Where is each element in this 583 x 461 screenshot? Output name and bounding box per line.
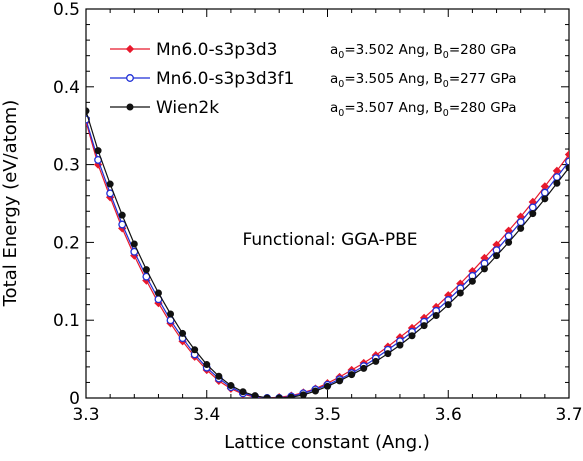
y-tick-label: 0.5 (53, 0, 80, 20)
data-point (396, 341, 404, 349)
x-tick-label: 3.3 (72, 405, 99, 425)
y-tick-label: 0.1 (53, 311, 80, 331)
data-point (480, 265, 488, 273)
data-point (553, 179, 561, 187)
y-tick-label: 0.3 (53, 156, 80, 176)
data-point (517, 224, 525, 232)
legend-item-1: Mn6.0-s3p3d3 a0=3.502 Ang, B0=280 GPa (110, 40, 516, 61)
series-3 (86, 107, 569, 398)
legend-fit-note: a0=3.502 Ang, B0=280 GPa (330, 42, 516, 61)
data-point (468, 277, 476, 285)
data-point (505, 238, 513, 246)
legend-fit-note: a0=3.507 Ang, B0=280 GPa (330, 100, 516, 119)
legend-marker (125, 44, 135, 54)
y-tick-label: 0.4 (53, 78, 80, 98)
functional-annotation: Functional: GGA-PBE (243, 230, 418, 250)
legend-marker (126, 103, 134, 111)
data-point (565, 157, 569, 166)
data-point (565, 164, 569, 172)
data-point (408, 332, 416, 340)
data-point (528, 203, 537, 212)
data-point (384, 350, 392, 358)
axis-ticks (85, 8, 570, 399)
y-axis-label: Total Energy (eV/atom) (0, 100, 21, 308)
data-point (564, 150, 569, 159)
plot-frame (85, 8, 570, 399)
data-point (118, 211, 126, 219)
data-point (432, 312, 440, 320)
legend-label: Mn6.0-s3p3d3 (156, 40, 278, 60)
legend-marker (126, 74, 134, 82)
data-point (106, 180, 114, 188)
data-point (541, 195, 549, 203)
data-point (311, 387, 319, 395)
data-point (191, 346, 199, 354)
x-tick-label: 3.5 (314, 405, 341, 425)
data-point (130, 240, 138, 248)
x-tick-label: 3.4 (193, 405, 220, 425)
data-point (516, 218, 525, 227)
data-point (493, 252, 501, 260)
data-point (504, 232, 513, 241)
y-tick-label: 0.2 (53, 233, 80, 253)
data-point (239, 388, 247, 396)
data-point (299, 391, 307, 398)
legend: Mn6.0-s3p3d3 a0=3.502 Ang, B0=280 GPaMn6.… (110, 40, 516, 119)
data-point (444, 301, 452, 309)
data-point (348, 371, 356, 379)
y-tick-label: 0 (69, 389, 80, 409)
data-point (287, 393, 295, 398)
data-point (275, 394, 283, 398)
series-layer (86, 107, 569, 398)
x-axis-label: Lattice constant (Ang.) (224, 432, 430, 453)
series-1 (86, 117, 569, 398)
data-point (456, 289, 464, 297)
data-point (154, 289, 162, 297)
data-point (86, 107, 90, 115)
data-point (263, 394, 271, 398)
x-tick-label: 3.7 (555, 405, 582, 425)
legend-item-3: Wien2k a0=3.507 Ang, B0=280 GPa (110, 98, 516, 119)
x-tick-label: 3.6 (435, 405, 462, 425)
data-point (323, 382, 331, 390)
data-point (360, 364, 368, 372)
series-line (86, 121, 569, 398)
data-point (215, 372, 223, 380)
series-2 (86, 115, 569, 398)
legend-label: Wien2k (156, 98, 219, 118)
legend-label: Mn6.0-s3p3d3f1 (156, 69, 294, 89)
data-point (420, 322, 428, 330)
data-point (336, 377, 344, 385)
legend-item-2: Mn6.0-s3p3d3f1 a0=3.505 Ang, B0=277 GPa (110, 69, 516, 90)
data-point (94, 147, 102, 155)
data-point (179, 329, 187, 337)
legend-fit-note: a0=3.505 Ang, B0=277 GPa (330, 71, 516, 90)
data-point (251, 392, 259, 398)
data-point (372, 357, 380, 365)
axis-tick-labels: 3.3 3.4 3.5 3.6 3.7 0 0.1 0.2 0.3 0.4 0.5 (53, 0, 583, 425)
data-point (203, 361, 211, 369)
data-point (227, 382, 235, 390)
data-point (167, 310, 175, 318)
data-point (529, 210, 537, 218)
data-point (142, 266, 150, 274)
